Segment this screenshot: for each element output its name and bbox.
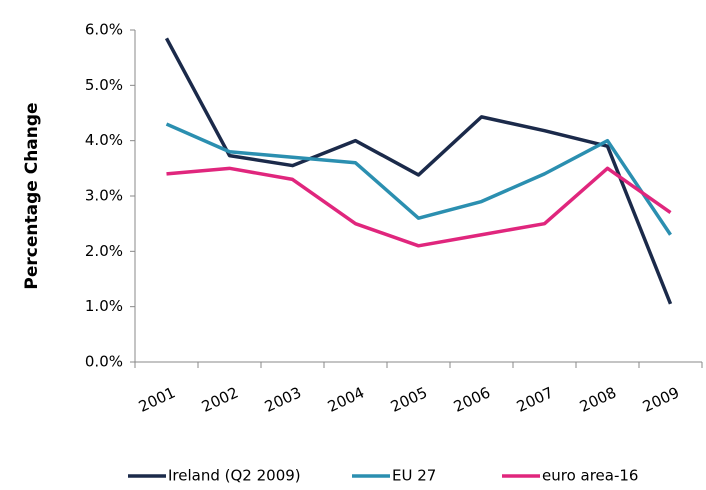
x-tick-label: 2004 — [325, 383, 367, 415]
x-tick-label: 2002 — [199, 383, 241, 415]
legend-label: EU 27 — [392, 467, 436, 485]
x-tick-label: 2009 — [640, 383, 682, 415]
x-tick-label: 2007 — [514, 383, 556, 415]
y-tick-label: 6.0% — [85, 21, 123, 39]
y-tick-label: 0.0% — [85, 353, 123, 371]
x-tick-label: 2005 — [388, 383, 430, 415]
y-axis-label: Percentage Change — [22, 102, 42, 289]
line — [164, 37, 673, 305]
legend-label: euro area-16 — [542, 467, 638, 485]
line — [166, 166, 672, 248]
x-tick-label: 2001 — [136, 383, 178, 415]
y-tick-label: 2.0% — [85, 242, 123, 260]
y-tick-label: 1.0% — [85, 297, 123, 315]
y-tick-label: 4.0% — [85, 131, 123, 149]
legend-label: Ireland (Q2 2009) — [168, 467, 301, 485]
y-tick-label: 5.0% — [85, 76, 123, 94]
x-tick-label: 2006 — [451, 383, 493, 415]
x-tick-label: 2003 — [262, 383, 304, 415]
y-tick-label: 3.0% — [85, 187, 123, 205]
line — [165, 122, 672, 236]
x-tick-label: 2008 — [577, 383, 619, 415]
